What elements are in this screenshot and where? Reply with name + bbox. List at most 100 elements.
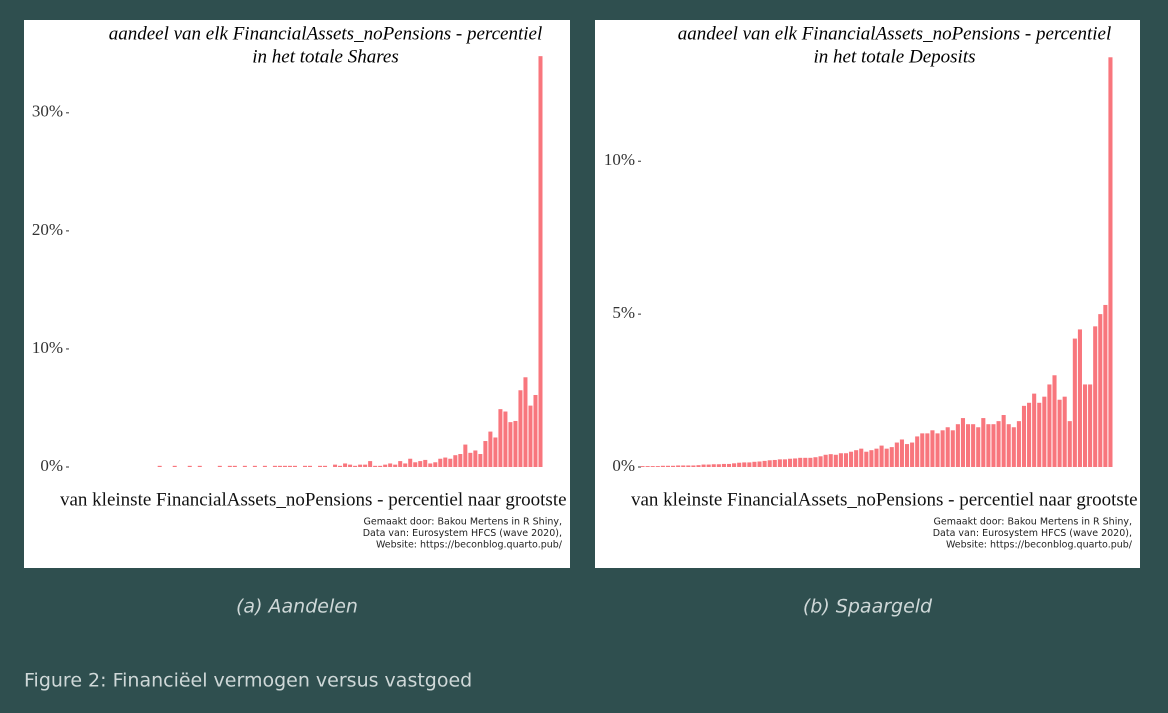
bar	[904, 444, 910, 467]
bar	[966, 424, 971, 467]
bar	[859, 448, 864, 467]
bar	[287, 465, 292, 467]
bar	[910, 442, 915, 467]
bar	[833, 454, 838, 467]
bar	[493, 437, 498, 467]
bar	[473, 450, 478, 467]
bar	[232, 465, 237, 467]
bar	[308, 465, 313, 467]
bar	[701, 464, 706, 467]
bar	[772, 459, 777, 467]
bar	[518, 390, 523, 467]
bar	[172, 465, 177, 467]
bar	[991, 424, 996, 467]
bar	[428, 463, 433, 467]
bar	[981, 418, 986, 467]
panel-background	[24, 20, 570, 568]
bar	[945, 427, 950, 467]
bar	[721, 463, 726, 467]
bar	[448, 458, 453, 467]
x-axis-label: van kleinste FinancialAssets_noPensions …	[60, 489, 567, 510]
bar	[706, 464, 711, 467]
bar	[1052, 375, 1057, 467]
bar	[353, 465, 358, 467]
bar	[660, 465, 665, 467]
bar	[655, 466, 660, 467]
bar	[483, 441, 488, 467]
bar	[282, 465, 287, 467]
bar	[711, 464, 716, 467]
bar	[338, 465, 343, 467]
bar	[884, 448, 889, 467]
bar	[1047, 384, 1052, 467]
bar	[930, 430, 935, 467]
bar	[433, 462, 438, 467]
bar	[272, 465, 277, 467]
bar	[478, 454, 483, 467]
bar	[498, 409, 503, 467]
bar	[1006, 424, 1011, 467]
bar	[960, 418, 966, 467]
bar	[408, 458, 413, 467]
bar	[187, 465, 192, 467]
bar	[1021, 405, 1027, 467]
bar	[793, 458, 798, 467]
figure-caption: Figure 2: Financiëel vermogen versus vas…	[24, 670, 472, 692]
bar	[640, 466, 645, 467]
bar	[1072, 338, 1077, 467]
bar	[538, 56, 543, 468]
chart-title: aandeel van elk FinancialAssets_noPensio…	[109, 23, 543, 44]
credit-line: Website: https://beconblog.quarto.pub/	[376, 540, 563, 551]
bar	[681, 465, 686, 467]
bar	[302, 465, 307, 467]
bar	[686, 465, 691, 467]
bar	[413, 462, 418, 467]
bar	[323, 465, 328, 467]
bar	[955, 424, 960, 467]
y-tick-label: 0%	[40, 456, 63, 475]
bar	[787, 458, 793, 467]
bar	[650, 466, 655, 467]
bar	[463, 444, 468, 467]
bar	[782, 459, 787, 467]
bar	[438, 458, 443, 467]
chart-title: in het totale Deposits	[813, 46, 975, 67]
bar	[508, 422, 513, 467]
bar	[1088, 384, 1093, 467]
bar	[976, 427, 981, 467]
bar	[925, 433, 930, 467]
subcaption: (a) Aandelen	[236, 596, 358, 618]
y-tick-label: 5%	[612, 303, 635, 322]
bar	[757, 461, 762, 467]
y-tick-label: 20%	[32, 220, 63, 239]
y-tick-label: 10%	[32, 338, 63, 357]
bar	[915, 436, 920, 467]
bar	[823, 454, 828, 467]
bar	[645, 466, 650, 467]
bar	[849, 451, 854, 467]
bar	[453, 455, 458, 467]
bar	[1032, 393, 1037, 467]
bar	[1067, 421, 1072, 467]
bar	[1062, 396, 1067, 467]
credit-line: Data van: Eurosystem HFCS (wave 2020),	[363, 528, 562, 539]
panel-background	[595, 20, 1140, 568]
subcaption: (b) Spaargeld	[803, 596, 933, 618]
bar	[373, 465, 378, 467]
bar	[899, 439, 904, 467]
bar	[889, 447, 894, 467]
bar	[503, 411, 508, 467]
bar	[262, 465, 267, 467]
bar	[423, 459, 428, 467]
bar	[1103, 304, 1108, 467]
credit-line: Gemaakt door: Bakou Mertens in R Shiny,	[364, 517, 562, 528]
bar	[935, 433, 940, 467]
y-tick-label: 0%	[612, 456, 635, 475]
bar	[523, 377, 528, 467]
bar	[383, 464, 388, 467]
bar	[468, 452, 473, 467]
bar	[838, 453, 843, 467]
chart-title: aandeel van elk FinancialAssets_noPensio…	[678, 23, 1112, 44]
bar	[393, 464, 398, 467]
bar	[343, 463, 348, 467]
